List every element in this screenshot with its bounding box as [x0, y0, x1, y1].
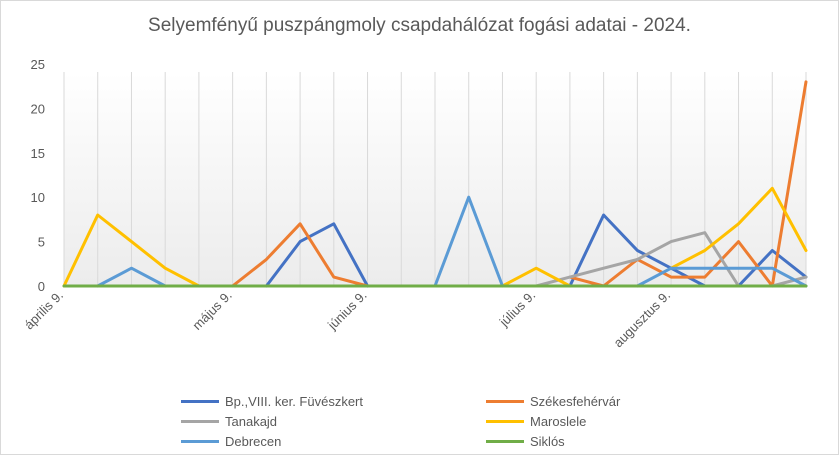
legend-item: Debrecen — [181, 434, 281, 449]
y-tick-label: 20 — [31, 101, 45, 116]
legend-swatch — [181, 440, 219, 443]
legend-label: Bp.,VIII. ker. Füvészkert — [225, 394, 363, 409]
x-tick-label: április 9. — [21, 288, 66, 333]
legend-label: Székesfehérvár — [530, 394, 621, 409]
legend-swatch — [486, 440, 524, 443]
series-line — [231, 222, 369, 288]
y-tick-label: 10 — [31, 190, 45, 205]
legend-label: Siklós — [530, 434, 565, 449]
series-line — [96, 266, 167, 288]
series-line — [635, 266, 808, 288]
legend-label: Maroslele — [530, 414, 587, 429]
series-line — [433, 195, 504, 288]
legend-item: Maroslele — [486, 414, 586, 429]
legend-label: Tanakajd — [225, 414, 278, 429]
legend-item: Tanakajd — [181, 414, 277, 429]
legend-item: Székesfehérvár — [486, 394, 620, 409]
legend-swatch — [486, 400, 524, 403]
legend-swatch — [486, 420, 524, 423]
y-tick-label: 0 — [38, 279, 45, 294]
series-line — [501, 266, 572, 288]
series-line — [568, 80, 808, 288]
x-tick-label: május 9. — [189, 288, 234, 333]
series-line — [62, 213, 201, 288]
y-tick-label: 25 — [31, 57, 45, 72]
legend-item: Bp.,VIII. ker. Füvészkert — [181, 394, 363, 409]
x-tick-label: július 9. — [496, 288, 538, 330]
chart-title: Selyemfényű puszpángmoly csapdahálózat f… — [148, 15, 691, 36]
series-line — [264, 222, 369, 288]
y-tick-label: 5 — [38, 235, 45, 250]
x-tick-label: augusztus 9. — [610, 288, 673, 351]
y-tick-label: 15 — [31, 146, 45, 161]
legend-item: Siklós — [486, 434, 565, 449]
legend-swatch — [181, 400, 219, 403]
legend-swatch — [181, 420, 219, 423]
legend-label: Debrecen — [225, 434, 282, 449]
x-tick-label: június 9. — [324, 288, 370, 334]
series-line — [669, 186, 808, 270]
